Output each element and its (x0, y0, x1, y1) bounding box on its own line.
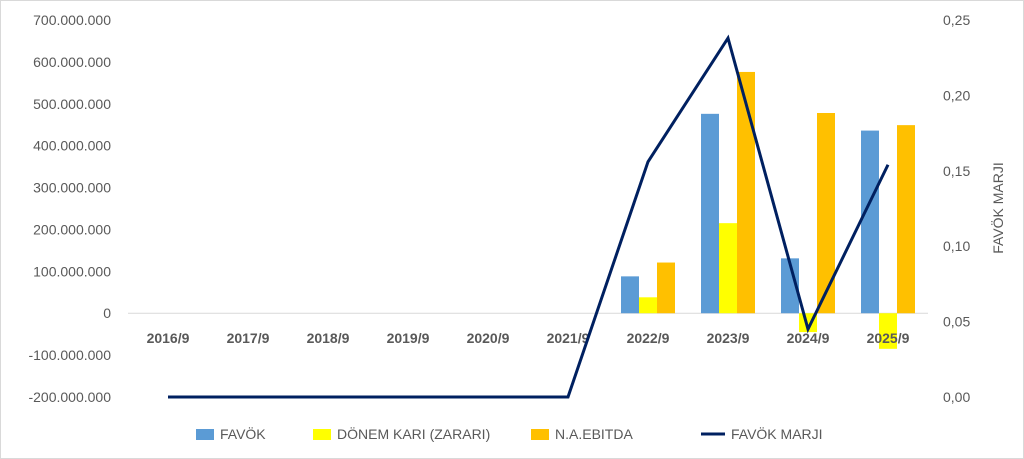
category-label: 2022/9 (627, 330, 670, 346)
line-series-group (168, 34, 890, 399)
left-tick-label: 300.000.000 (33, 180, 111, 196)
left-tick-label: 0 (103, 305, 111, 321)
left-tick-label: -200.000.000 (28, 389, 111, 405)
legend-swatch (313, 429, 331, 440)
category-labels: 2016/9 2017/9 2018/9 2019/9 2020/9 2021/9 2022… (147, 330, 910, 346)
bar-0-7 (701, 113, 719, 314)
bar-2-8 (817, 112, 835, 314)
left-tick-label: 400.000.000 (33, 138, 111, 154)
right-tick-label: 0,25 (943, 12, 970, 28)
bar-2-9 (897, 125, 915, 314)
left-tick-label: 200.000.000 (33, 221, 111, 237)
right-tick-label: 0,15 (943, 163, 970, 179)
bar-0-6 (621, 276, 639, 314)
legend-swatch (531, 429, 549, 440)
legend-label: FAVÖK (220, 425, 266, 442)
legend-label: DÖNEM KARI (ZARARI) (337, 425, 490, 442)
legend-swatch (196, 429, 214, 440)
bar-1-6 (639, 297, 657, 314)
left-tick-label: 100.000.000 (33, 263, 111, 279)
category-label: 2017/9 (227, 330, 270, 346)
line-favok-marji (168, 34, 890, 399)
right-tick-label: 0,00 (943, 389, 970, 405)
left-tick-label: 700.000.000 (33, 12, 111, 28)
right-tick-label: 0,10 (943, 238, 970, 254)
category-label: 2019/9 (387, 330, 430, 346)
category-label: 2024/9 (787, 330, 830, 346)
left-tick-label: 500.000.000 (33, 96, 111, 112)
bar-1-9 (879, 313, 897, 349)
category-label: 2025/9 (867, 330, 910, 346)
bar-1-7 (719, 223, 737, 314)
category-label: 2016/9 (147, 330, 190, 346)
left-tick-label: 600.000.000 (33, 54, 111, 70)
legend-label: FAVÖK MARJI (731, 425, 823, 442)
bar-2-6 (657, 262, 675, 314)
bar-0-8 (781, 258, 799, 314)
right-tick-label: 0,05 (943, 314, 970, 330)
right-axis-ticks: 0,00 0,05 0,10 0,15 0,20 0,25 (943, 12, 970, 405)
bar-series-group (621, 71, 915, 349)
right-tick-label: 0,20 (943, 87, 970, 103)
left-tick-label: -100.000.000 (28, 347, 111, 363)
category-label: 2020/9 (467, 330, 510, 346)
bar-2-7 (737, 71, 755, 314)
legend: FAVÖK DÖNEM KARI (ZARARI) N.A.EBITDA FAVÖK … (196, 425, 823, 442)
category-label: 2018/9 (307, 330, 350, 346)
bar-0-9 (861, 130, 879, 314)
right-axis-title: FAVÖK MARJI (989, 162, 1006, 254)
left-axis-ticks: -200.000.000 -100.000.000 0 100.000.000 200.… (28, 12, 111, 405)
category-label: 2021/9 (547, 330, 590, 346)
category-label: 2023/9 (707, 330, 750, 346)
legend-label: N.A.EBITDA (555, 426, 633, 442)
